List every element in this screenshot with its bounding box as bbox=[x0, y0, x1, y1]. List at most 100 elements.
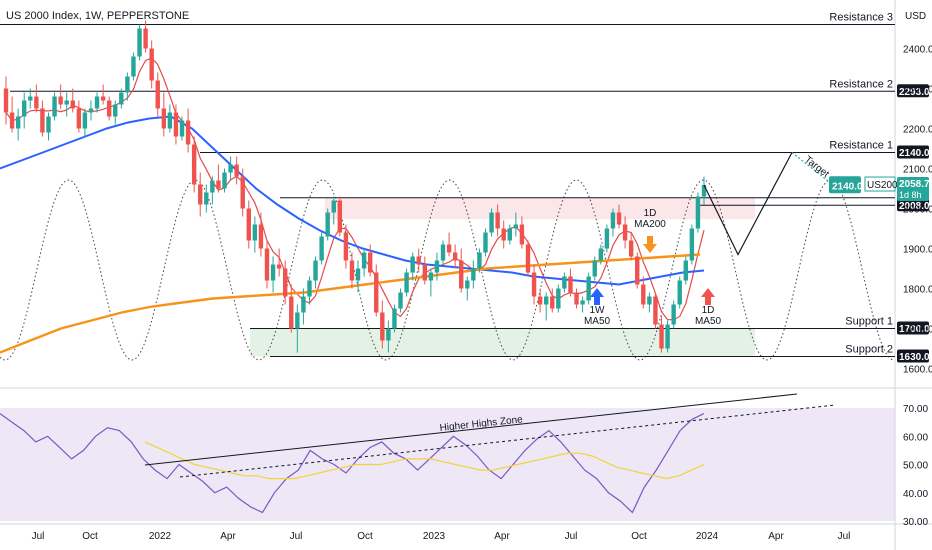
x-tick-label: Apr bbox=[220, 531, 236, 542]
candle-body bbox=[15, 116, 21, 129]
x-tick-label: Apr bbox=[494, 531, 510, 542]
candle-body bbox=[216, 180, 221, 189]
candle-body bbox=[610, 212, 616, 229]
annotation-label: 1D bbox=[644, 208, 657, 219]
x-tick-label: Jul bbox=[290, 531, 303, 542]
current-price-bg bbox=[897, 177, 929, 202]
candle-body bbox=[331, 200, 336, 213]
candle-body bbox=[64, 100, 69, 105]
candle-body bbox=[52, 96, 57, 117]
rsi-tick-label: 60.00 bbox=[903, 432, 928, 443]
x-tick-label: Oct bbox=[357, 531, 373, 542]
candle-body bbox=[198, 184, 203, 205]
candle-body bbox=[119, 92, 124, 105]
candle-body bbox=[149, 48, 154, 81]
candle-body bbox=[185, 120, 191, 145]
level-label: Support 2 bbox=[845, 344, 893, 356]
resistance-zone bbox=[325, 197, 755, 220]
candle-body bbox=[301, 296, 306, 313]
price-tick-label: 2000.0 bbox=[903, 205, 932, 216]
candle-body bbox=[374, 272, 379, 313]
annotation-label: MA200 bbox=[634, 219, 666, 230]
candle-body bbox=[349, 260, 355, 281]
price-tick-label: 2300.0 bbox=[903, 85, 932, 96]
candle-body bbox=[22, 100, 27, 117]
price-tick-label: 2400.0 bbox=[903, 45, 932, 56]
candle-body bbox=[283, 268, 288, 297]
projection-path bbox=[703, 152, 793, 256]
candle-body bbox=[228, 164, 233, 173]
candle-body bbox=[34, 96, 39, 109]
candle-body bbox=[355, 268, 361, 281]
annotation-label: 1W bbox=[590, 305, 606, 316]
candle-body bbox=[513, 224, 519, 229]
candle-body bbox=[580, 300, 585, 305]
x-tick-label: 2023 bbox=[423, 531, 446, 542]
x-tick-label: Apr bbox=[768, 531, 784, 542]
candle-body bbox=[58, 96, 63, 105]
candle-body bbox=[507, 228, 512, 241]
arrow-up-icon bbox=[701, 288, 715, 305]
level-tag: 1630.0 bbox=[899, 352, 930, 363]
candle-body bbox=[319, 236, 324, 261]
candle-body bbox=[313, 260, 318, 281]
price-tick-label: 1700.0 bbox=[903, 325, 932, 336]
candle-body bbox=[386, 328, 391, 341]
candle-body bbox=[264, 248, 270, 281]
level-label: Resistance 3 bbox=[829, 12, 893, 24]
candle-body bbox=[537, 296, 543, 305]
candle-body bbox=[465, 280, 470, 289]
candle-body bbox=[179, 120, 185, 137]
level-tag-bg bbox=[897, 145, 929, 159]
ma-orange-line bbox=[0, 253, 701, 354]
candle-body bbox=[76, 108, 82, 129]
candle-body bbox=[452, 252, 458, 261]
candle-body bbox=[434, 260, 440, 273]
candle-body bbox=[428, 272, 434, 281]
candle-body bbox=[28, 96, 33, 101]
candle-body bbox=[367, 252, 373, 273]
candles[interactable] bbox=[3, 20, 707, 353]
candle-body bbox=[519, 224, 525, 245]
currency-label: USD bbox=[905, 11, 926, 22]
candle-body bbox=[683, 260, 688, 281]
candle-body bbox=[495, 212, 500, 229]
candle-body bbox=[568, 276, 573, 293]
candle-body bbox=[380, 312, 385, 341]
rsi-ma-line bbox=[144, 441, 705, 480]
candle-body bbox=[677, 280, 682, 305]
candle-body bbox=[501, 228, 506, 241]
level-label: Support 1 bbox=[845, 316, 893, 328]
level-tag-bg bbox=[897, 321, 929, 335]
level-label: Resistance 1 bbox=[829, 140, 893, 152]
level-tag: 2293.0 bbox=[899, 87, 930, 98]
support-zone bbox=[250, 328, 755, 357]
candle-body bbox=[641, 284, 646, 305]
candle-body bbox=[9, 112, 15, 129]
candle-body bbox=[361, 252, 367, 269]
candle-body bbox=[161, 108, 167, 129]
ticker-label: US2000 bbox=[867, 180, 904, 191]
candle-body bbox=[222, 172, 227, 189]
candle-body bbox=[574, 292, 579, 305]
x-tick-label: Jul bbox=[32, 531, 45, 542]
current-price: 2058.7 bbox=[899, 179, 930, 190]
candle-body bbox=[598, 248, 604, 261]
candle-body bbox=[276, 264, 282, 269]
countdown: 1d 8h bbox=[899, 190, 922, 200]
candle-body bbox=[483, 232, 488, 253]
candle-body bbox=[525, 244, 531, 273]
candle-body bbox=[689, 228, 695, 261]
candle-body bbox=[616, 212, 622, 225]
candle-body bbox=[592, 260, 597, 277]
candle-body bbox=[440, 244, 446, 261]
price-tick-label: 2200.0 bbox=[903, 125, 932, 136]
candle-body bbox=[586, 276, 591, 301]
rsi-tick-label: 70.00 bbox=[903, 404, 928, 415]
candle-body bbox=[531, 272, 537, 297]
candle-body bbox=[100, 96, 106, 101]
price-tick-label: 1800.0 bbox=[903, 285, 932, 296]
x-tick-label: Oct bbox=[82, 531, 98, 542]
candle-body bbox=[701, 185, 707, 197]
level-tag: 2008.0 bbox=[899, 201, 930, 212]
